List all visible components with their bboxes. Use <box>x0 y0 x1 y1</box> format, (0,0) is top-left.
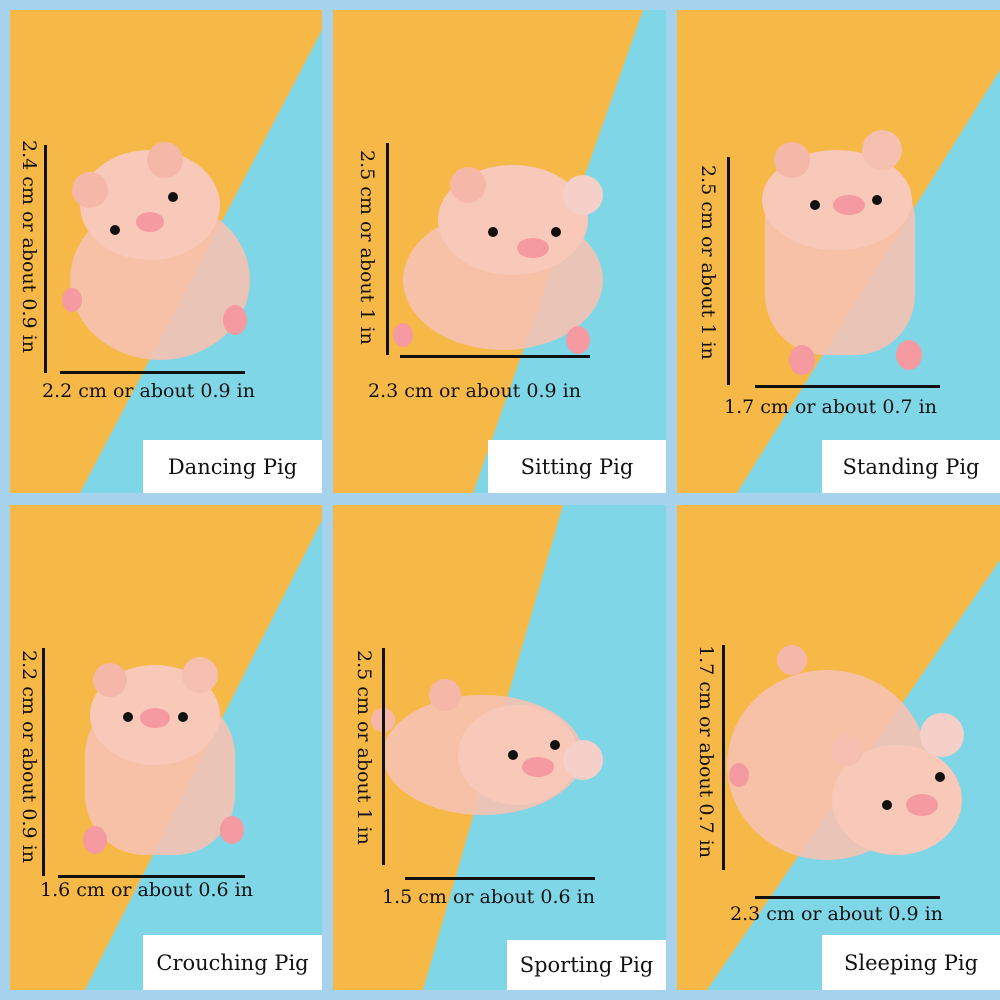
width-measure-text: 1.6 cm or about 0.6 in <box>40 879 253 901</box>
width-measure-line <box>755 896 940 899</box>
background <box>333 505 603 990</box>
width-measure-line <box>405 877 595 880</box>
height-measure-text: 2.5 cm or about 1 in <box>356 150 378 345</box>
width-measure-text: 2.3 cm or about 0.9 in <box>368 380 581 402</box>
pig-figurine-image <box>762 130 922 375</box>
width-measure-line <box>400 355 590 358</box>
height-measure-line <box>382 648 385 865</box>
product-tile-standing-pig: 2.5 cm or about 1 in 1.7 cm or about 0.7… <box>677 10 1000 493</box>
height-measure-text: 2.4 cm or about 0.9 in <box>18 140 40 353</box>
product-tile-crouching-pig: 2.2 cm or about 0.9 in 1.6 cm or about 0… <box>10 505 322 990</box>
product-name-label: Dancing Pig <box>143 440 322 493</box>
background <box>677 505 1000 990</box>
height-measure-line <box>727 157 730 385</box>
pig-figurine-image <box>83 657 244 855</box>
height-measure-text: 2.2 cm or about 0.9 in <box>18 650 40 863</box>
pig-figurine-image <box>393 165 603 354</box>
product-name-label: Sporting Pig <box>507 940 666 990</box>
height-measure-line <box>44 145 47 373</box>
product-name-label: Sitting Pig <box>488 440 666 493</box>
width-measure-text: 2.2 cm or about 0.9 in <box>42 380 255 402</box>
height-measure-line <box>42 648 45 876</box>
width-measure-line <box>755 385 940 388</box>
width-measure-text: 1.7 cm or about 0.7 in <box>724 396 937 418</box>
pig-figurine-image <box>62 142 250 360</box>
product-tile-dancing-pig: 2.4 cm or about 0.9 in 2.2 cm or about 0… <box>10 10 322 493</box>
product-tile-sitting-pig: 2.5 cm or about 1 in 2.3 cm or about 0.9… <box>333 10 666 493</box>
height-measure-text: 2.5 cm or about 1 in <box>353 650 375 845</box>
product-tile-sleeping-pig: 1.7 cm or about 0.7 in 2.3 cm or about 0… <box>677 505 1000 990</box>
width-measure-line <box>60 371 245 374</box>
background <box>10 10 322 493</box>
product-tile-sporting-pig: 2.5 cm or about 1 in 1.5 cm or about 0.6… <box>333 505 666 990</box>
product-name-label: Standing Pig <box>822 440 1000 493</box>
width-measure-line <box>58 875 245 878</box>
pig-figurine-image <box>371 679 603 815</box>
product-name-label: Sleeping Pig <box>822 935 1000 990</box>
background <box>677 10 1000 493</box>
height-measure-line <box>386 143 389 355</box>
pig-figurine-image <box>727 645 964 860</box>
product-name-label: Crouching Pig <box>143 935 322 990</box>
background <box>333 10 643 493</box>
background <box>10 505 322 990</box>
height-measure-line <box>722 645 725 870</box>
width-measure-text: 1.5 cm or about 0.6 in <box>382 886 595 908</box>
height-measure-text: 1.7 cm or about 0.7 in <box>695 645 717 858</box>
height-measure-text: 2.5 cm or about 1 in <box>697 165 719 360</box>
width-measure-text: 2.3 cm or about 0.9 in <box>730 903 943 925</box>
